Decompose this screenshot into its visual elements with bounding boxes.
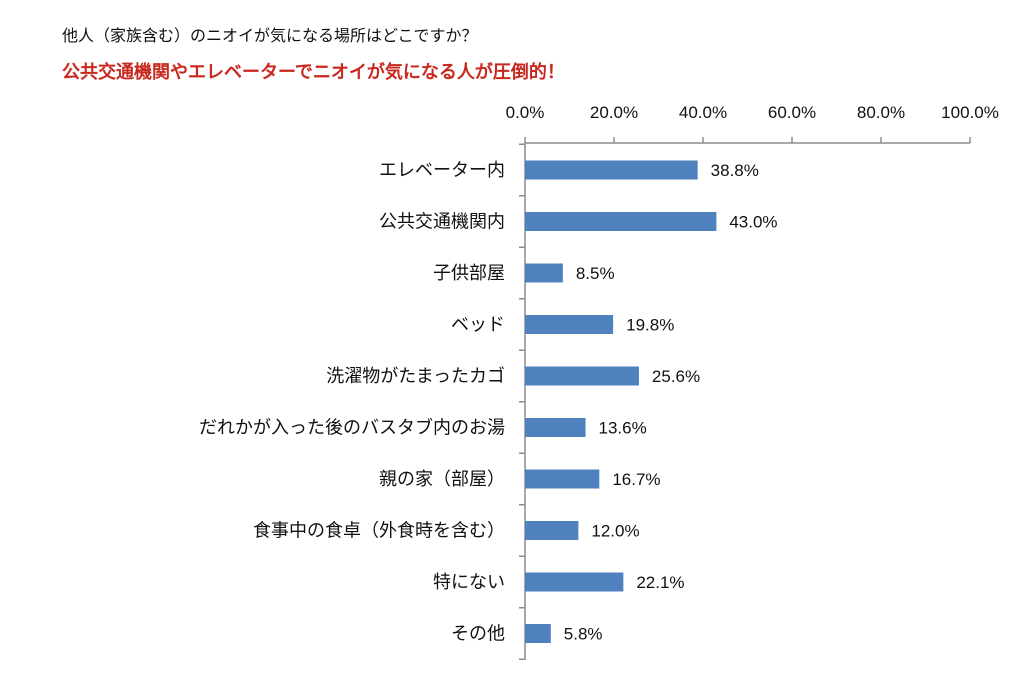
data-label: 5.8% <box>564 625 603 644</box>
x-tick-labels: 0.0% 20.0% 40.0% 60.0% 80.0% 100.0% <box>506 103 999 122</box>
category-label: 洗濯物がたまったカゴ <box>326 366 505 387</box>
data-label: 12.0% <box>591 522 639 541</box>
x-tick-label: 40.0% <box>679 103 727 122</box>
x-tick-label: 60.0% <box>768 103 816 122</box>
chart-subtitle: 公共交通機関やエレベーターでニオイが気になる人が圧倒的！ <box>62 62 565 83</box>
category-label: 公共交通機関内 <box>379 212 505 233</box>
data-label: 19.8% <box>626 316 674 335</box>
bars: エレベーター内 38.8% 公共交通機関内 43.0% 子供部屋 8.5% ベッド 19.8%… <box>199 160 778 645</box>
bar <box>525 160 698 180</box>
category-label: 子供部屋 <box>433 263 505 284</box>
category-label: 親の家（部屋） <box>379 469 505 490</box>
chart-title: 他人（家族含む）のニオイが気になる場所はどこですか？ <box>62 26 478 45</box>
x-tick-label: 0.0% <box>506 103 545 122</box>
data-label: 38.8% <box>711 161 759 180</box>
bar <box>525 418 586 437</box>
category-label: だれかが入った後のバスタブ内のお湯 <box>199 417 505 439</box>
bar <box>525 366 639 386</box>
bar <box>525 572 624 592</box>
category-label: エレベーター内 <box>379 160 505 181</box>
bar <box>525 315 614 334</box>
x-tick-label: 20.0% <box>590 103 638 122</box>
data-label: 22.1% <box>636 573 684 592</box>
category-label: その他 <box>451 624 505 645</box>
bar <box>525 624 551 643</box>
bar <box>525 263 563 283</box>
category-label: 食事中の食卓（外食時を含む） <box>253 521 505 542</box>
data-label: 25.6% <box>652 367 700 386</box>
x-tick-label: 100.0% <box>941 103 999 122</box>
data-label: 43.0% <box>729 213 777 232</box>
bar <box>525 521 579 540</box>
bar <box>525 469 600 489</box>
bar <box>525 212 717 231</box>
data-label: 16.7% <box>612 470 660 489</box>
category-label: ベッド <box>451 315 505 336</box>
data-label: 13.6% <box>599 419 647 438</box>
category-label: 特にない <box>433 572 505 593</box>
x-tick-label: 80.0% <box>857 103 905 122</box>
data-label: 8.5% <box>576 264 615 283</box>
